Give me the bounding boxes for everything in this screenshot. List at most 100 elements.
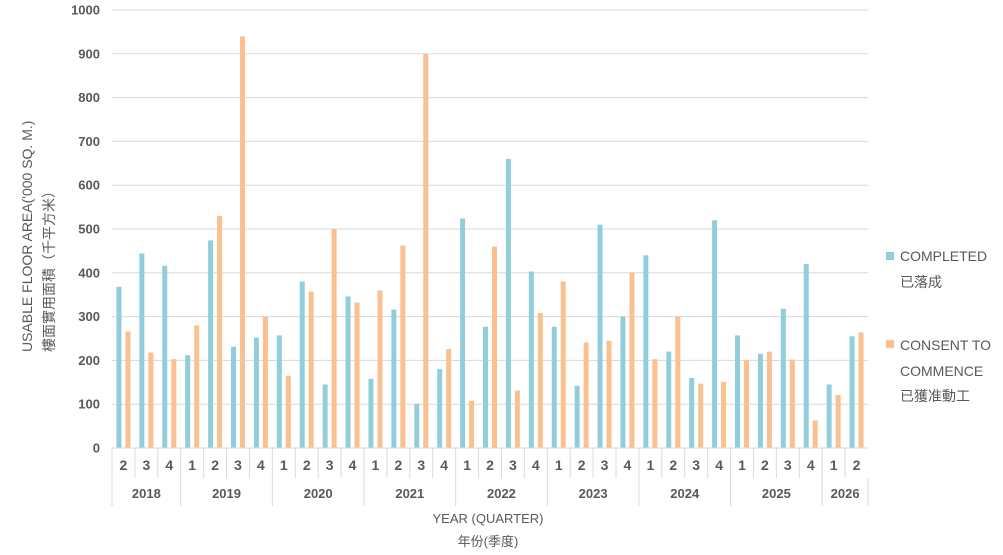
y-tick-label: 900 bbox=[78, 46, 100, 61]
bar-completed bbox=[826, 384, 832, 448]
bar-consent bbox=[469, 400, 475, 448]
bar-consent bbox=[835, 395, 841, 448]
bar-completed bbox=[276, 335, 282, 448]
x-quarter-label: 4 bbox=[165, 457, 173, 473]
y-tick-label: 100 bbox=[78, 397, 100, 412]
x-quarter-label: 3 bbox=[417, 457, 425, 473]
bar-completed bbox=[849, 336, 855, 448]
x-quarter-label: 1 bbox=[738, 457, 746, 473]
x-axis-title: YEAR (QUARTER) 年份(季度) bbox=[378, 508, 598, 554]
x-year-label: 2022 bbox=[487, 486, 516, 501]
bar-consent bbox=[308, 291, 314, 448]
bar-completed bbox=[551, 326, 557, 448]
bar-consent bbox=[629, 272, 635, 448]
y-axis-ticks: 0 100 200 300 400 500 600 700 800 900 1000 bbox=[71, 3, 100, 456]
bar-completed bbox=[162, 265, 168, 448]
bar-completed bbox=[597, 224, 603, 448]
x-quarter-label: 1 bbox=[188, 457, 196, 473]
x-quarter-label: 4 bbox=[807, 457, 815, 473]
x-quarter-label: 1 bbox=[372, 457, 380, 473]
bar-consent bbox=[583, 342, 589, 448]
bar-completed bbox=[483, 326, 488, 448]
x-quarter-label: 2 bbox=[211, 457, 219, 473]
bar-completed bbox=[460, 218, 466, 448]
x-quarter-label: 2 bbox=[394, 457, 402, 473]
bar-completed bbox=[620, 316, 626, 448]
y-tick-label: 0 bbox=[93, 441, 100, 456]
bar-consent bbox=[744, 359, 749, 448]
bar-completed bbox=[345, 296, 351, 448]
y-tick-label: 800 bbox=[78, 90, 100, 105]
y-tick-label: 500 bbox=[78, 222, 100, 237]
x-quarter-label: 2 bbox=[578, 457, 586, 473]
y-tick-label: 1000 bbox=[71, 3, 100, 18]
bar-completed bbox=[689, 377, 695, 448]
x-year-label: 2025 bbox=[762, 486, 791, 501]
bar-consent bbox=[606, 340, 612, 448]
x-quarter-label: 1 bbox=[646, 457, 654, 473]
x-quarter-label: 2 bbox=[486, 457, 494, 473]
x-quarter-label: 3 bbox=[692, 457, 700, 473]
bar-consent bbox=[652, 359, 658, 448]
bar-consent bbox=[331, 229, 337, 448]
x-quarter-label: 2 bbox=[120, 457, 128, 473]
gridlines bbox=[112, 9, 868, 449]
bars bbox=[116, 36, 864, 449]
x-quarter-label: 2 bbox=[669, 457, 677, 473]
bar-completed bbox=[368, 378, 374, 448]
bar-consent bbox=[560, 281, 566, 448]
x-year-label: 2020 bbox=[304, 486, 333, 501]
legend-label-completed: COMPLETED bbox=[900, 248, 988, 264]
bar-completed bbox=[299, 281, 305, 448]
x-quarter-label: 4 bbox=[257, 457, 265, 473]
x-year-label: 2023 bbox=[579, 486, 608, 501]
bar-completed bbox=[414, 403, 420, 448]
y-tick-label: 200 bbox=[78, 353, 100, 368]
bar-consent bbox=[377, 290, 383, 448]
x-quarter-label: 1 bbox=[555, 457, 563, 473]
bar-consent bbox=[217, 215, 223, 448]
x-quarter-label: 3 bbox=[509, 457, 517, 473]
bar-consent bbox=[492, 246, 497, 448]
bar-consent bbox=[148, 352, 154, 448]
legend-label-consent: CONSENT TO COMMENCE bbox=[900, 337, 992, 379]
x-year-label: 2021 bbox=[395, 486, 424, 501]
y-tick-label: 400 bbox=[78, 265, 100, 280]
bar-consent bbox=[240, 36, 245, 448]
bar-consent bbox=[400, 245, 406, 448]
legend-swatch-completed bbox=[886, 252, 894, 260]
legend-label-completed-zh: 已落成 bbox=[900, 274, 942, 290]
x-axis-title-zh: 年份(季度) bbox=[457, 534, 519, 549]
bar-consent bbox=[675, 316, 681, 448]
bar-completed bbox=[574, 385, 580, 448]
y-tick-label: 600 bbox=[78, 178, 100, 193]
bar-completed bbox=[231, 346, 236, 448]
bar-completed bbox=[528, 271, 534, 448]
bar-completed bbox=[803, 264, 809, 448]
bar-completed bbox=[253, 337, 259, 448]
x-quarter-label: 3 bbox=[601, 457, 609, 473]
bar-completed bbox=[116, 286, 122, 448]
bar-consent bbox=[262, 316, 268, 448]
bar-consent bbox=[721, 381, 727, 448]
bar-completed bbox=[780, 308, 786, 448]
x-quarter-label: 4 bbox=[349, 457, 357, 473]
bar-consent bbox=[171, 359, 177, 448]
legend-label-consent-zh: 已獲准動工 bbox=[900, 388, 970, 404]
bar-completed bbox=[505, 158, 511, 449]
x-quarter-label: 3 bbox=[784, 457, 792, 473]
x-quarter-label: 2 bbox=[761, 457, 769, 473]
x-year-label: 2024 bbox=[670, 486, 700, 501]
x-axis-title-en: YEAR (QUARTER) bbox=[432, 511, 544, 526]
bar-completed bbox=[391, 309, 397, 448]
bar-consent bbox=[354, 302, 360, 448]
bar-consent bbox=[514, 390, 520, 448]
bar-completed bbox=[139, 253, 145, 448]
bar-consent bbox=[423, 53, 429, 449]
bar-consent bbox=[766, 351, 772, 448]
x-year-label: 2018 bbox=[132, 486, 161, 501]
bar-consent bbox=[285, 375, 291, 448]
y-tick-label: 300 bbox=[78, 309, 100, 324]
